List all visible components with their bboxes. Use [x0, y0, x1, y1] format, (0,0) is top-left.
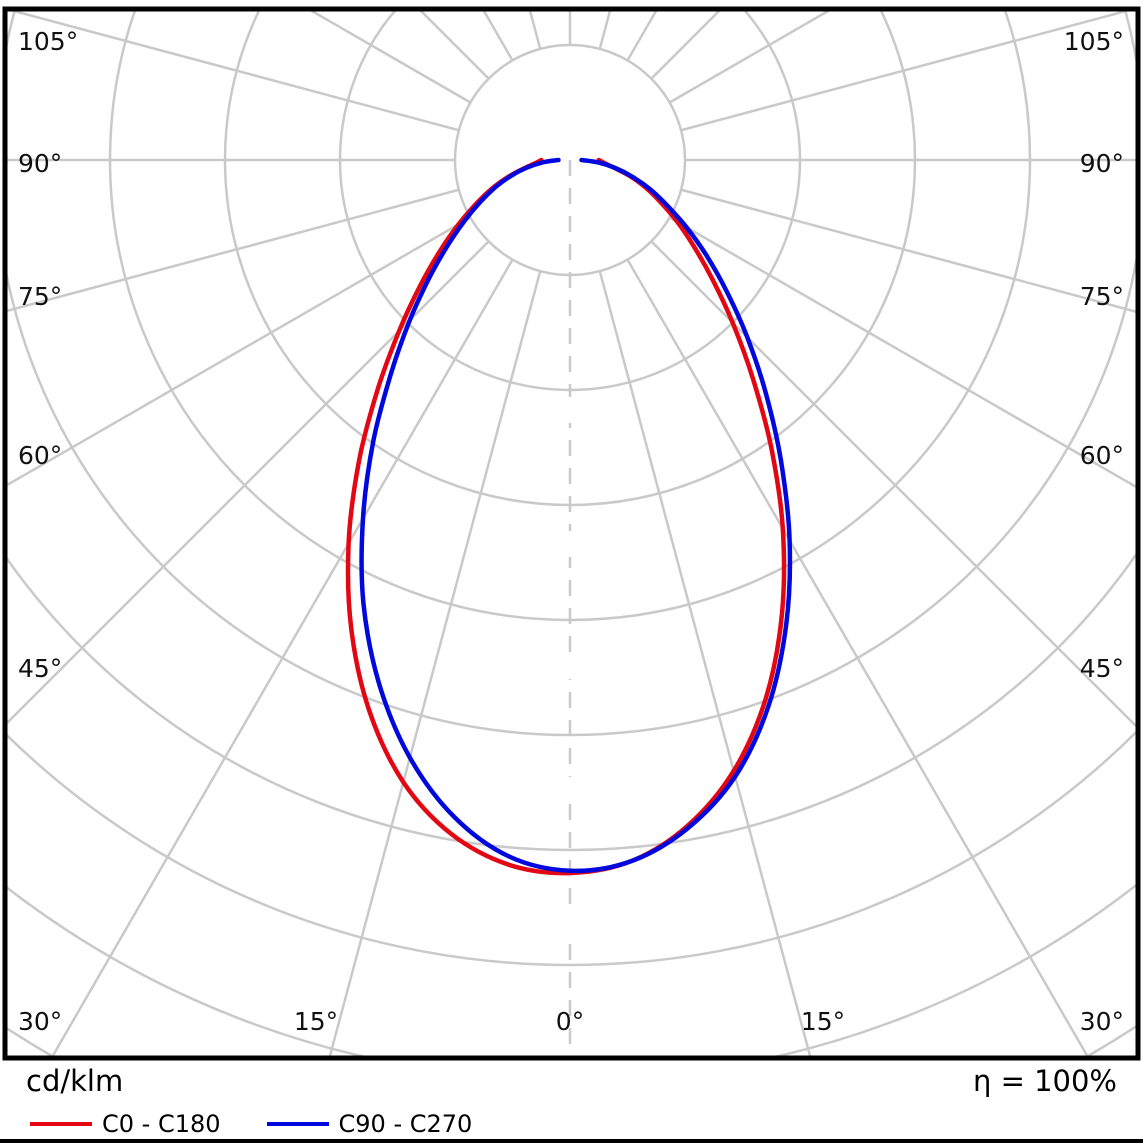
grid-spoke — [51, 258, 514, 1056]
angle-tick-label: 30° — [18, 1007, 62, 1036]
angle-tick-label: 60° — [18, 441, 62, 470]
grid-spoke — [668, 216, 1136, 489]
angle-tick-label: 75° — [1080, 282, 1124, 311]
angle-tick-label: 90° — [1080, 149, 1124, 178]
grid-spoke — [7, 240, 490, 725]
curve-c0-c180 — [345, 157, 787, 876]
legend-swatch-c0-c180 — [30, 1122, 92, 1126]
plot-frame — [2, 6, 1141, 1061]
grid-spoke — [328, 270, 542, 1056]
radial-tick-mask — [553, 777, 587, 803]
angle-tick-label: 15° — [294, 1007, 338, 1036]
radial-tick-mask — [553, 907, 587, 933]
angle-tick-label: 90° — [18, 149, 62, 178]
angle-tick-label: 75° — [18, 282, 62, 311]
radial-tick-mask — [553, 531, 587, 557]
legend-label-c0-c180: C0 - C180 — [102, 1110, 221, 1138]
angle-tick-label: 45° — [1080, 654, 1124, 683]
distribution-curves — [345, 157, 793, 876]
radial-tick-mask — [553, 653, 587, 679]
grid-spoke — [626, 258, 1089, 1056]
grid-spoke — [680, 11, 1131, 132]
curve-c90-c270 — [359, 157, 793, 874]
angle-tick-label: 0° — [556, 1007, 584, 1036]
angle-labels: 105° 90° 75° 60° 45° 30° 105° 90° 75° 60° 45° 30° 15… — [18, 27, 1124, 1036]
radial-tick-mask — [553, 397, 587, 423]
angle-tick-label: 105° — [1064, 27, 1124, 56]
grid-ring — [7, 730, 1136, 967]
angle-tick-label: 15° — [801, 1007, 845, 1036]
grid-spoke — [650, 240, 1136, 728]
units-label: cd/klm — [26, 1064, 124, 1098]
grid-spoke — [9, 11, 460, 132]
efficiency-label: η = 100% — [972, 1064, 1117, 1098]
grid-ring — [7, 552, 1136, 852]
angle-tick-label: 60° — [1080, 441, 1124, 470]
grid-spoke — [598, 270, 812, 1056]
grid-spoke — [7, 216, 472, 487]
grid-spoke — [680, 188, 1136, 313]
angle-tick-label: 30° — [1080, 1007, 1124, 1036]
angle-tick-label: 45° — [18, 654, 62, 683]
grid-ring — [7, 11, 1136, 737]
angle-tick-label: 105° — [18, 27, 78, 56]
grid-spoke — [7, 188, 460, 313]
legend-swatch-c90-c270 — [266, 1122, 329, 1126]
legend: C0 - C180 C90 - C270 — [30, 1110, 472, 1138]
bottom-rule — [0, 1139, 1143, 1143]
legend-label-c90-c270: C90 - C270 — [338, 1110, 473, 1138]
